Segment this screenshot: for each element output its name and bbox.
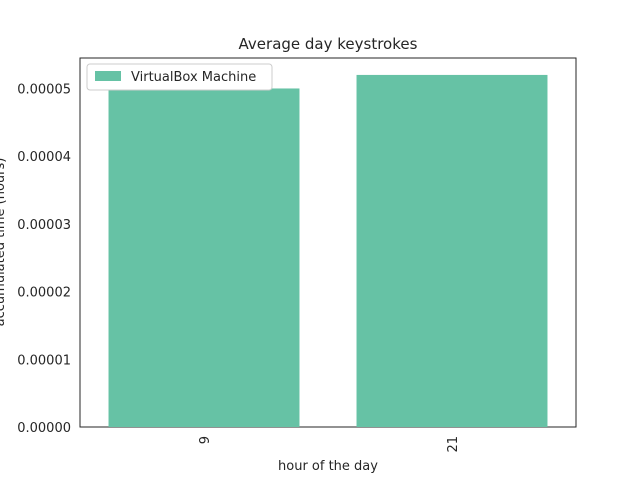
- chart-title: Average day keystrokes: [239, 35, 418, 53]
- legend-box: [86, 63, 273, 91]
- x-tick-label: 21: [446, 436, 461, 453]
- bars-group: [108, 74, 548, 427]
- y-tick-label: 0.00001: [17, 353, 71, 368]
- x-axis-label: hour of the day: [278, 459, 378, 474]
- legend: VirtualBox Machine: [86, 63, 273, 91]
- y-axis-ticks: 0.00000 0.00001 0.00002 0.00003 0.00004 0.000…: [17, 82, 71, 436]
- y-tick-label: 0.00002: [17, 286, 71, 301]
- y-tick-label: 0.00003: [17, 218, 71, 233]
- bar-21: [356, 74, 548, 427]
- y-tick-label: 0.00004: [17, 150, 71, 165]
- legend-label: VirtualBox Machine: [131, 70, 256, 85]
- x-tick-label: 9: [198, 436, 213, 444]
- bar-9: [108, 88, 300, 427]
- y-tick-label: 0.00005: [17, 82, 71, 97]
- plot-area: [79, 57, 577, 428]
- legend-swatch: [95, 71, 121, 81]
- x-axis-ticks: 9 21: [198, 436, 461, 453]
- y-tick-label: 0.00000: [17, 421, 71, 436]
- y-axis-label: accumulated time (hours): [0, 158, 8, 327]
